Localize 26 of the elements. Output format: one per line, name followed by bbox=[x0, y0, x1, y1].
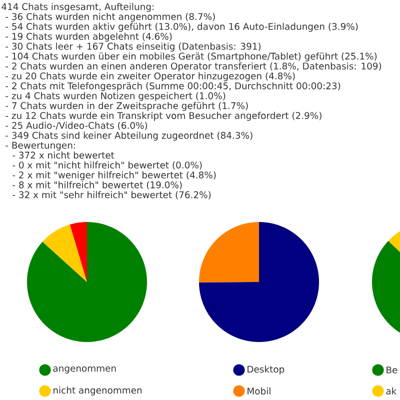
text: - 54 Chats wurden aktiv geführt (13.0%), davon 16 Auto-Einladungen (3.9%) bbox=[6, 22, 358, 32]
legend-label: Mobil bbox=[248, 387, 270, 395]
text: - zu 12 Chats wurde ein Transkript vom Besucher angefordert (2.9%) bbox=[6, 112, 322, 121]
legend-label: nicht angenommen bbox=[54, 386, 142, 396]
text: - 2 Chats wurden an einen anderen Operator transferiert (1.8%, Datenbasis: 109) bbox=[6, 62, 382, 72]
text: - Bewertungen: bbox=[6, 142, 76, 151]
text: - 0 x mit "nicht hilfreich" bewertet (0.0%) bbox=[12, 161, 202, 170]
text: - 349 Chats sind keiner Abteilung zugeordnet (84.3%) bbox=[6, 132, 252, 141]
text: 414 Chats insgesamt, Aufteilung: bbox=[2, 3, 154, 12]
text: - 372 x nicht bewertet bbox=[12, 152, 114, 159]
legend-label: ak bbox=[386, 387, 397, 395]
text: - 32 x mit "sehr hilfreich" bewertet (76.2%) bbox=[12, 191, 211, 200]
text: - 19 Chats wurden abgelehnt (4.6%) bbox=[6, 32, 172, 42]
legend-label: Desktop bbox=[248, 366, 284, 374]
text: - 36 Chats wurden nicht angenommen (8.7%) bbox=[6, 12, 215, 22]
text: - zu 4 Chats wurden Notizen gespeichert (1.0%) bbox=[6, 92, 226, 102]
text: - 7 Chats wurden in der Zweitsprache geführt (1.7%) bbox=[6, 102, 248, 111]
text: - 8 x mit "hilfreich" bewertet (19.0%) bbox=[12, 181, 182, 190]
text: - 2 x mit "weniger hilfreich" bewertet (4.8%) bbox=[12, 171, 216, 180]
legend-label: angenommen bbox=[53, 366, 116, 374]
text: - 104 Chats wurden über ein mobiles Gerät (Smartphone/Tablet) geführt (25.1%) bbox=[6, 52, 377, 62]
text: - zu 20 Chats wurde ein zweiter Operator hinzugezogen (4.8%) bbox=[6, 72, 295, 82]
text: - 25 Audio-/Video-Chats (6.0%) bbox=[6, 122, 148, 130]
legend-label: Be bbox=[386, 366, 398, 374]
text: - 30 Chats leer + 167 Chats einseitig (Datenbasis: 391) bbox=[6, 42, 261, 52]
text: - 2 Chats mit Telefongespräch (Summe 00:00:45, Durchschnitt 00:00:23) bbox=[6, 82, 340, 92]
